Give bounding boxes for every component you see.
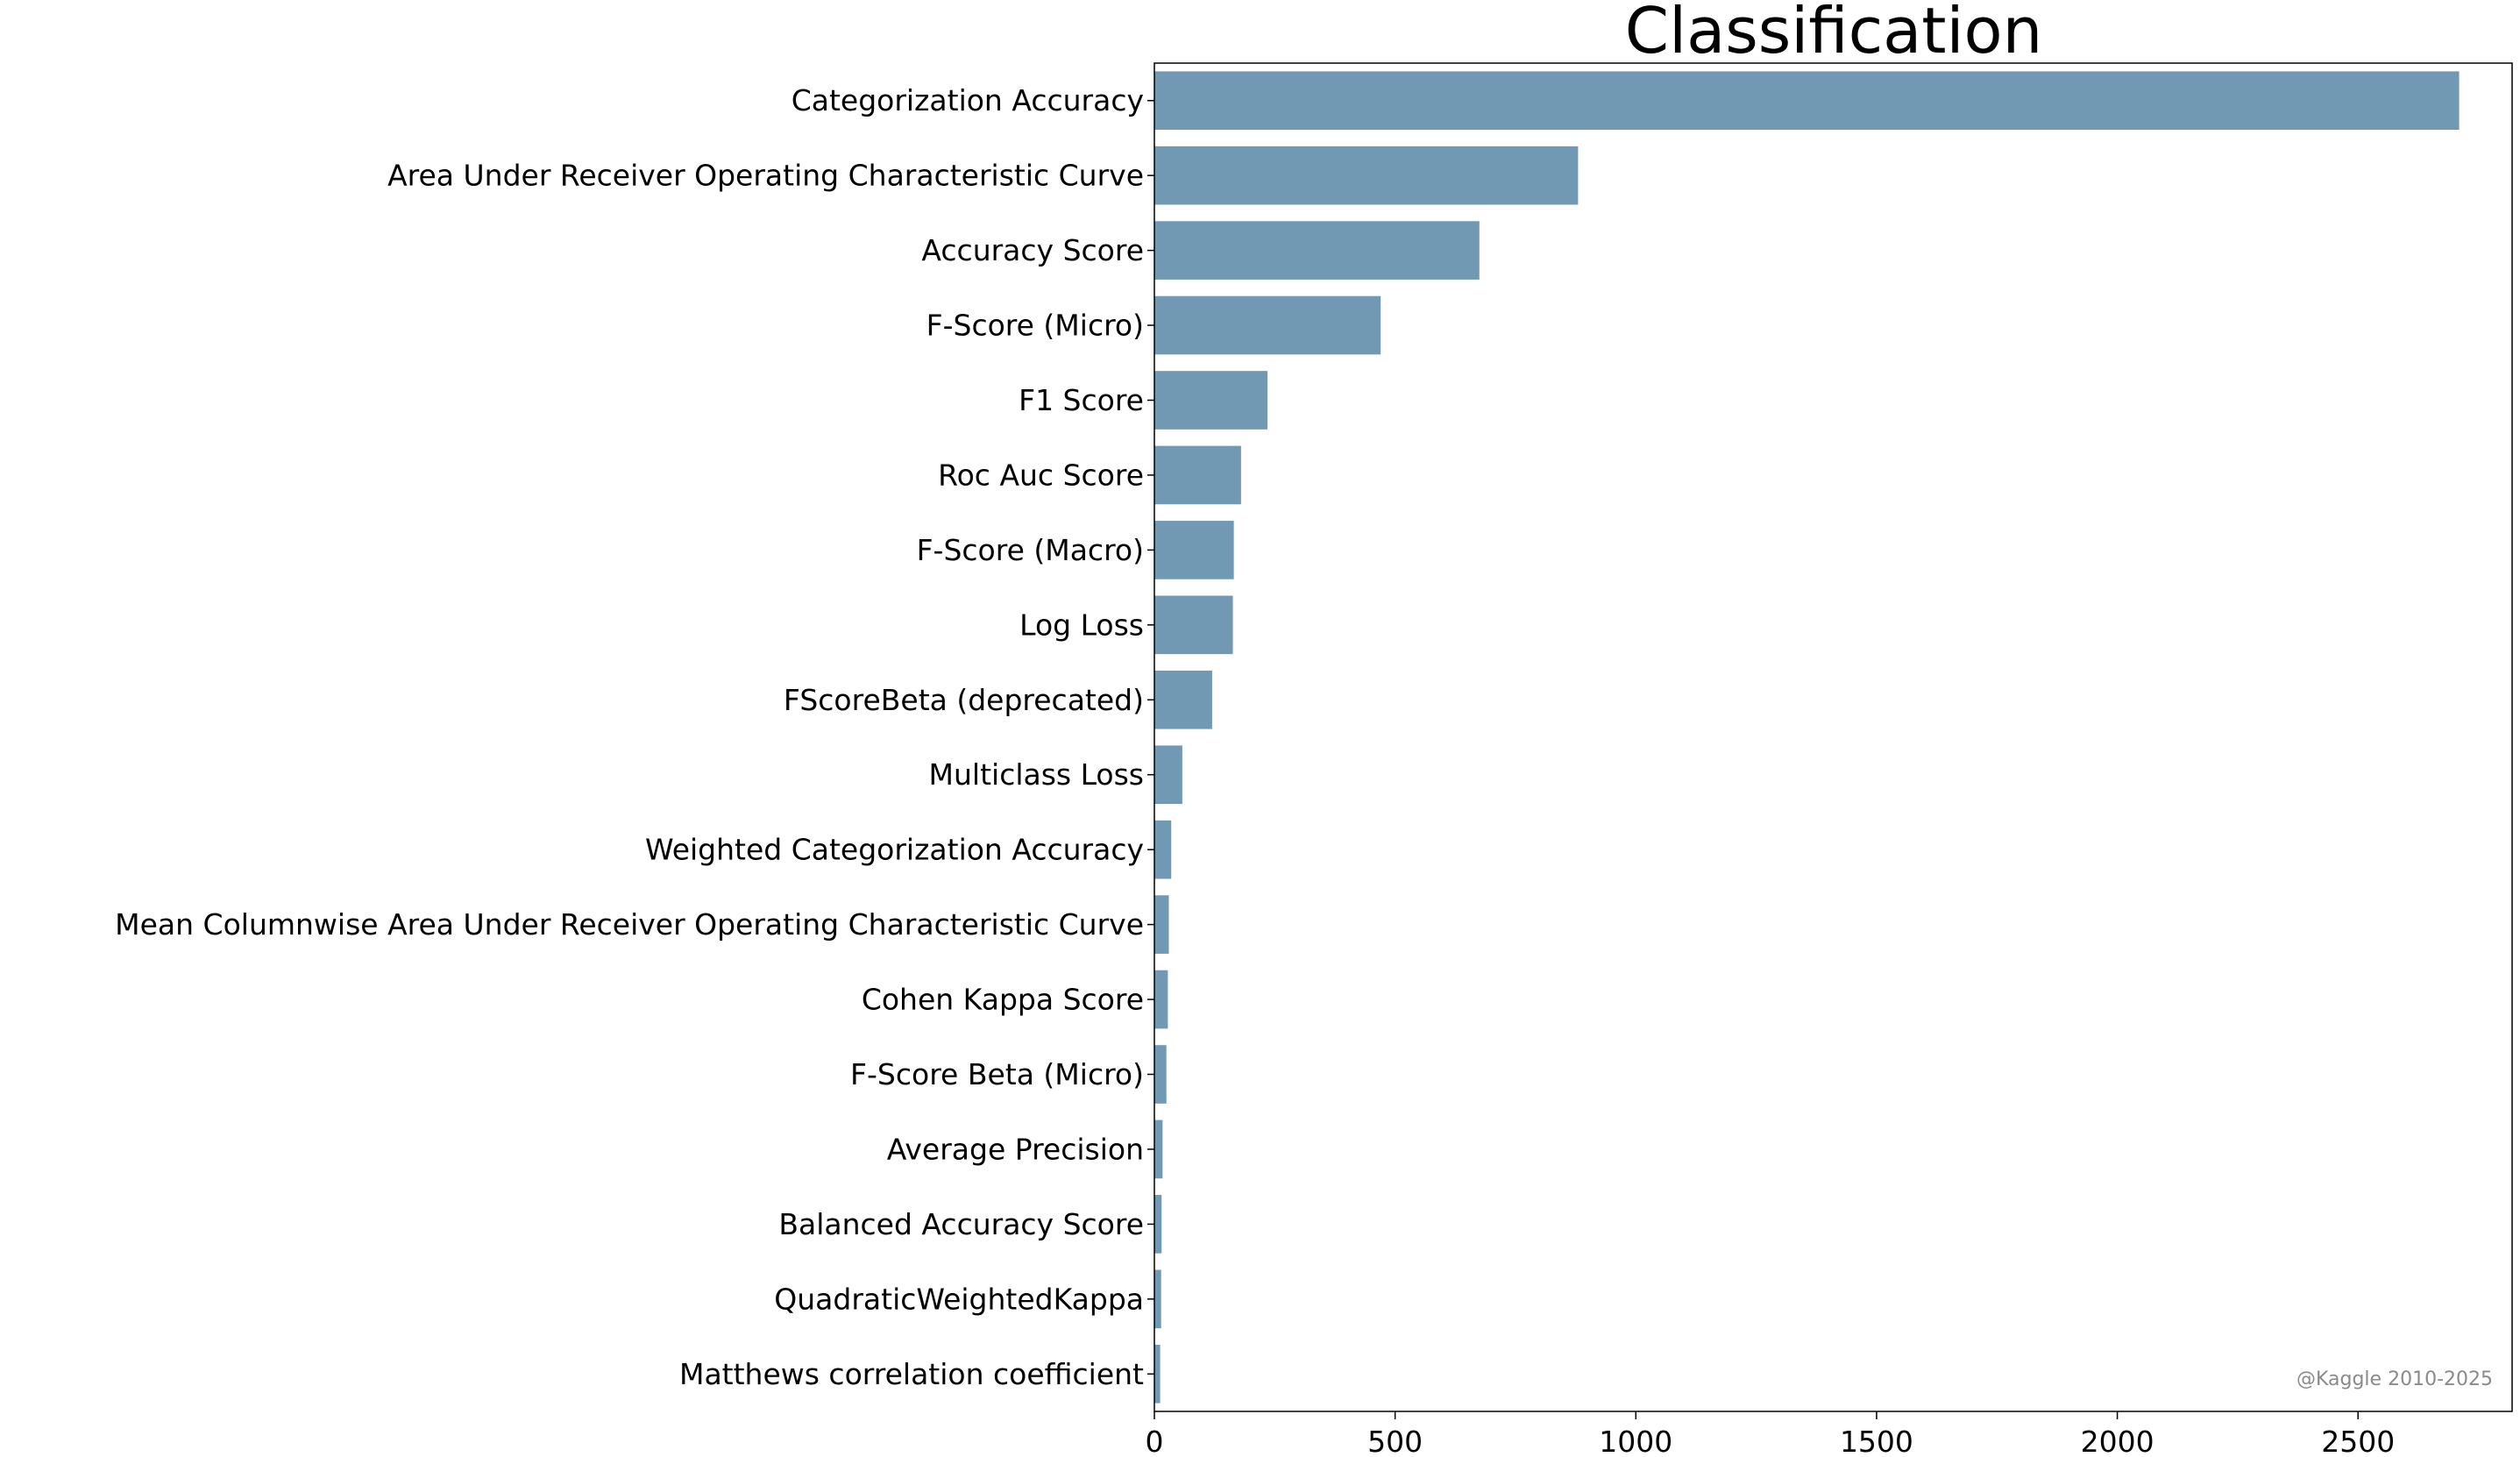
category-label: F-Score Beta (Micro) <box>850 1057 1144 1091</box>
bar <box>1154 371 1268 430</box>
category-label: Multiclass Loss <box>929 757 1144 792</box>
x-tick-label: 2500 <box>2321 1425 2395 1457</box>
category-label: F-Score (Micro) <box>926 309 1144 343</box>
bar <box>1154 745 1182 805</box>
category-label: Roc Auc Score <box>938 458 1144 492</box>
category-label: Weighted Categorization Accuracy <box>645 833 1144 867</box>
category-labels: Categorization Accuracy Area Under Receiv… <box>115 83 1154 1391</box>
bar <box>1154 895 1169 954</box>
category-label: Categorization Accuracy <box>791 83 1144 117</box>
bar <box>1154 1344 1161 1404</box>
category-label: FScoreBeta (deprecated) <box>784 683 1144 717</box>
bar <box>1154 521 1234 579</box>
x-tick-label: 0 <box>1146 1425 1164 1457</box>
bar <box>1154 1119 1163 1179</box>
x-tick-label: 500 <box>1367 1425 1423 1457</box>
bar <box>1154 445 1241 505</box>
x-tick-label: 1500 <box>1840 1425 1913 1457</box>
bar <box>1154 221 1480 280</box>
bar <box>1154 670 1212 729</box>
category-label: Matthews correlation coefficient <box>679 1357 1144 1391</box>
x-axis: 0 500 1000 1500 2000 2500 <box>1146 1411 2395 1457</box>
category-label: Log Loss <box>1019 608 1144 642</box>
bar <box>1154 71 2460 131</box>
bar <box>1154 595 1233 655</box>
bar <box>1154 1269 1161 1329</box>
category-label: F-Score (Macro) <box>917 533 1144 567</box>
bar <box>1154 146 1579 205</box>
category-label: QuadraticWeightedKappa <box>774 1282 1144 1316</box>
plot-frame <box>1154 62 2513 1412</box>
category-label: F1 Score <box>1019 383 1144 417</box>
watermark-text: @Kaggle 2010-2025 <box>2296 1368 2493 1390</box>
category-label: Average Precision <box>887 1132 1144 1166</box>
bar <box>1154 970 1168 1029</box>
category-label: Area Under Receiver Operating Characteri… <box>387 159 1144 193</box>
chart-title: Classification <box>1625 0 2042 68</box>
category-label: Cohen Kappa Score <box>862 983 1144 1017</box>
bar <box>1154 820 1172 879</box>
category-label: Mean Columnwise Area Under Receiver Oper… <box>115 907 1144 942</box>
category-label: Balanced Accuracy Score <box>778 1207 1144 1241</box>
category-label: Accuracy Score <box>921 233 1144 267</box>
bar <box>1154 1195 1162 1254</box>
bars-group <box>1154 71 2460 1404</box>
x-tick-label: 2000 <box>2081 1425 2154 1457</box>
bar <box>1154 1045 1167 1104</box>
x-tick-label: 1000 <box>1599 1425 1672 1457</box>
bar <box>1154 295 1381 355</box>
